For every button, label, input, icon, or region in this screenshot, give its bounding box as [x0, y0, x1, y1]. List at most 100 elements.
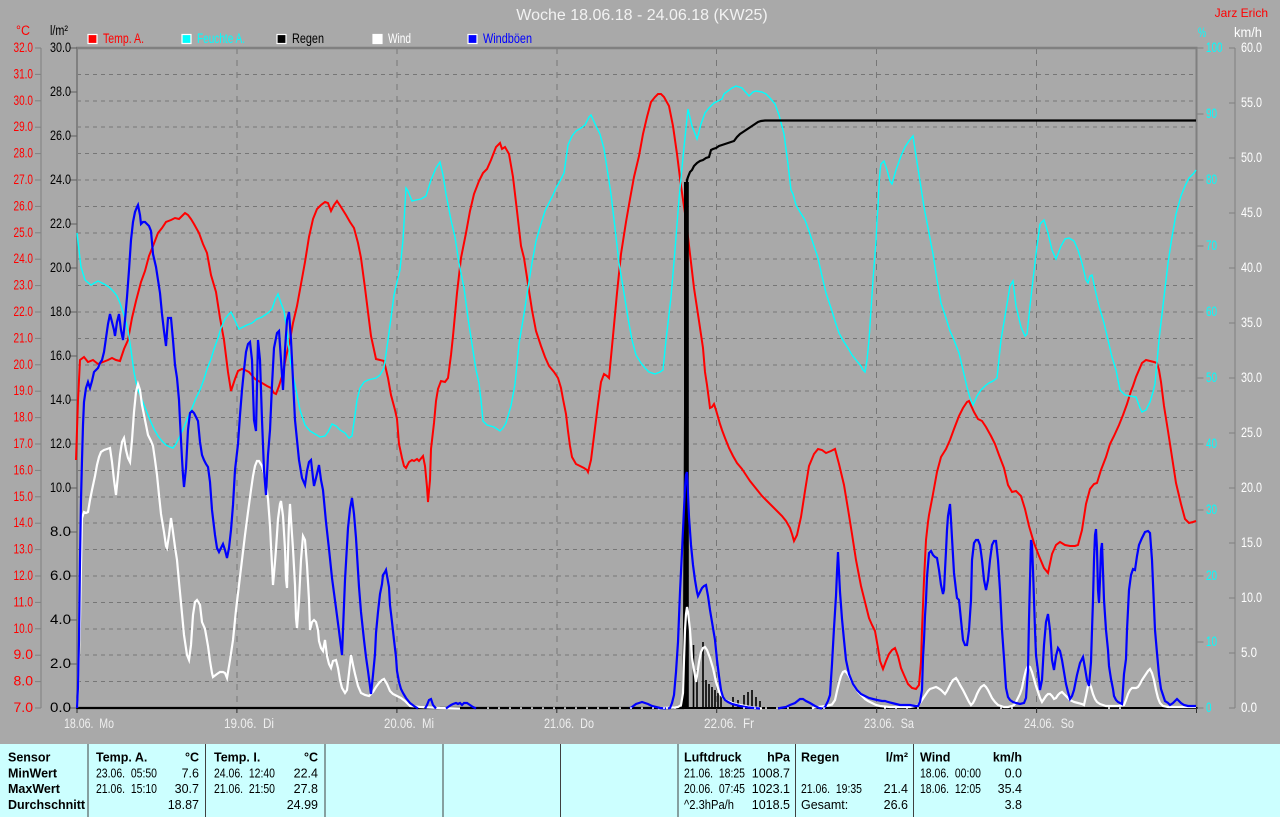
- svg-text:30.7: 30.7: [175, 782, 199, 796]
- svg-text:55.0: 55.0: [1241, 95, 1262, 110]
- svg-text:km/h: km/h: [1234, 25, 1262, 40]
- svg-text:26.0: 26.0: [50, 128, 71, 143]
- svg-text:35.4: 35.4: [998, 782, 1022, 796]
- svg-text:29.0: 29.0: [14, 119, 34, 134]
- svg-text:19.0: 19.0: [14, 383, 34, 398]
- svg-text:12.0: 12.0: [14, 568, 34, 583]
- svg-text:10.0: 10.0: [50, 480, 71, 495]
- svg-text:l/m²: l/m²: [886, 751, 908, 765]
- svg-text:50.0: 50.0: [1241, 150, 1262, 165]
- svg-text:hPa: hPa: [767, 751, 791, 765]
- svg-text:28.0: 28.0: [14, 146, 34, 161]
- svg-text:0.0: 0.0: [50, 700, 71, 715]
- svg-text:MaxWert: MaxWert: [8, 782, 61, 796]
- svg-text:40: 40: [1206, 436, 1217, 451]
- svg-text:18.06. 12:05: 18.06. 12:05: [920, 782, 981, 796]
- svg-text:0: 0: [1206, 700, 1212, 715]
- svg-text:23.0: 23.0: [14, 278, 34, 293]
- svg-text:45.0: 45.0: [1241, 205, 1262, 220]
- svg-text:23.06. 05:50: 23.06. 05:50: [96, 767, 157, 781]
- svg-text:Feuchte A.: Feuchte A.: [197, 31, 245, 46]
- svg-text:11.0: 11.0: [14, 594, 34, 609]
- svg-text:1023.1: 1023.1: [752, 782, 790, 796]
- svg-text:18.0: 18.0: [14, 410, 34, 425]
- svg-text:Regen: Regen: [292, 31, 324, 46]
- svg-text:26.0: 26.0: [14, 198, 34, 213]
- svg-text:24.0: 24.0: [14, 251, 34, 266]
- svg-text:18.0: 18.0: [50, 304, 71, 319]
- svg-text:40.0: 40.0: [1241, 260, 1262, 275]
- svg-text:50: 50: [1206, 370, 1217, 385]
- svg-text:Sensor: Sensor: [8, 751, 51, 765]
- svg-text:22.0: 22.0: [50, 216, 71, 231]
- svg-text:Temp. A.: Temp. A.: [103, 31, 144, 46]
- svg-text:Gesamt:: Gesamt:: [801, 798, 848, 812]
- svg-text:27.8: 27.8: [294, 782, 318, 796]
- svg-text:20.0: 20.0: [50, 260, 71, 275]
- svg-text:16.0: 16.0: [50, 348, 71, 363]
- svg-text:Durchschnitt: Durchschnitt: [8, 798, 86, 812]
- svg-text:10.0: 10.0: [1241, 590, 1262, 605]
- svg-text:8.0: 8.0: [14, 674, 34, 689]
- svg-text:Wind: Wind: [388, 31, 411, 46]
- svg-text:18.06. Mo: 18.06. Mo: [64, 716, 114, 731]
- svg-text:21.06. 15:10: 21.06. 15:10: [96, 782, 157, 796]
- svg-text:15.0: 15.0: [1241, 535, 1262, 550]
- svg-text:21.4: 21.4: [884, 782, 908, 796]
- svg-text:25.0: 25.0: [1241, 425, 1262, 440]
- svg-text:24.0: 24.0: [50, 172, 71, 187]
- svg-text:10.0: 10.0: [14, 621, 34, 636]
- svg-text:5.0: 5.0: [1241, 645, 1257, 660]
- svg-text:30: 30: [1206, 502, 1217, 517]
- svg-text:6.0: 6.0: [50, 568, 71, 583]
- svg-text:km/h: km/h: [993, 751, 1022, 765]
- svg-text:16.0: 16.0: [14, 462, 34, 477]
- svg-text:18.06. 00:00: 18.06. 00:00: [920, 767, 981, 781]
- svg-text:20: 20: [1206, 568, 1217, 583]
- svg-text:l/m²: l/m²: [50, 23, 68, 38]
- svg-text:21.06. Do: 21.06. Do: [544, 716, 594, 731]
- svg-text:35.0: 35.0: [1241, 315, 1262, 330]
- svg-text:21.06. 19:35: 21.06. 19:35: [801, 782, 862, 796]
- svg-text:21.0: 21.0: [14, 330, 34, 345]
- svg-text:Jarz Erich: Jarz Erich: [1215, 6, 1268, 20]
- svg-text:30.0: 30.0: [14, 93, 34, 108]
- svg-text:22.06. Fr: 22.06. Fr: [704, 716, 754, 731]
- svg-text:22.4: 22.4: [294, 767, 318, 781]
- svg-text:19.06. Di: 19.06. Di: [224, 716, 274, 731]
- svg-text:0.0: 0.0: [1241, 700, 1257, 715]
- svg-text:25.0: 25.0: [14, 225, 34, 240]
- svg-text:4.0: 4.0: [50, 612, 71, 627]
- svg-text:9.0: 9.0: [14, 647, 34, 662]
- svg-text:Regen: Regen: [801, 751, 839, 765]
- svg-text:30.0: 30.0: [50, 40, 71, 55]
- svg-text:80: 80: [1206, 172, 1217, 187]
- svg-text:31.0: 31.0: [14, 66, 34, 81]
- svg-text:60: 60: [1206, 304, 1217, 319]
- svg-text:7.6: 7.6: [182, 767, 199, 781]
- svg-text:32.0: 32.0: [14, 40, 34, 55]
- svg-text:1008.7: 1008.7: [752, 767, 790, 781]
- svg-text:24.99: 24.99: [287, 798, 318, 812]
- svg-text:21.06. 18:25: 21.06. 18:25: [684, 767, 745, 781]
- svg-text:Temp. A.: Temp. A.: [96, 751, 147, 765]
- svg-text:27.0: 27.0: [14, 172, 34, 187]
- svg-text:^2.3hPa/h: ^2.3hPa/h: [684, 798, 734, 812]
- svg-text:20.06. 07:45: 20.06. 07:45: [684, 782, 745, 796]
- svg-text:14.0: 14.0: [14, 515, 34, 530]
- svg-text:20.06. Mi: 20.06. Mi: [384, 716, 434, 731]
- svg-text:Wind: Wind: [920, 751, 950, 765]
- svg-text:15.0: 15.0: [14, 489, 34, 504]
- svg-text:14.0: 14.0: [50, 392, 71, 407]
- svg-text:MinWert: MinWert: [8, 767, 58, 781]
- svg-text:21.06. 21:50: 21.06. 21:50: [214, 782, 275, 796]
- svg-text:28.0: 28.0: [50, 84, 71, 99]
- svg-text:Woche 18.06.18 - 24.06.18 (KW2: Woche 18.06.18 - 24.06.18 (KW25): [516, 7, 767, 24]
- svg-text:2.0: 2.0: [50, 656, 71, 671]
- svg-text:8.0: 8.0: [50, 524, 71, 539]
- svg-text:90: 90: [1206, 106, 1217, 121]
- svg-text:Windböen: Windböen: [483, 31, 532, 46]
- svg-text:20.0: 20.0: [14, 357, 34, 372]
- svg-text:22.0: 22.0: [14, 304, 34, 319]
- svg-text:10: 10: [1206, 634, 1217, 649]
